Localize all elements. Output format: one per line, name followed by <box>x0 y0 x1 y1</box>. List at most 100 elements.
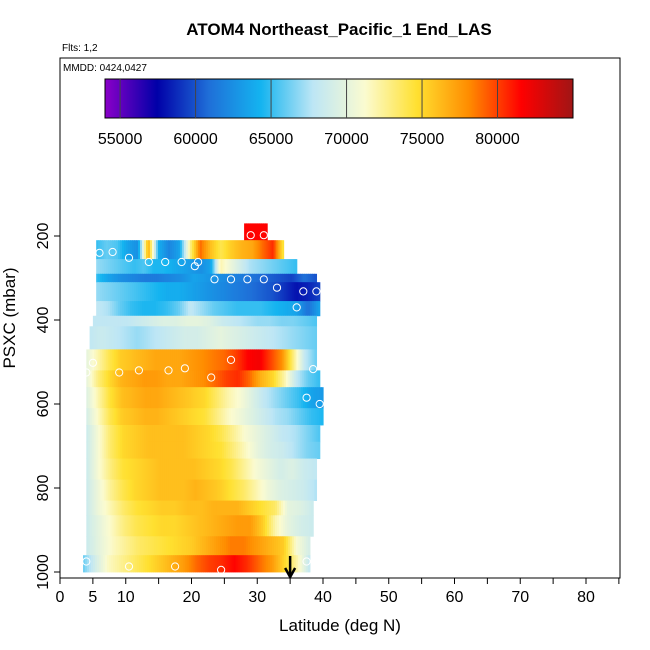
heatmap-cell <box>273 301 277 317</box>
heatmap-cell <box>278 479 281 501</box>
heatmap-cell <box>120 441 123 459</box>
heatmap-cell <box>112 387 115 409</box>
heatmap-cell <box>146 370 149 388</box>
heatmap-cell <box>115 326 119 350</box>
heatmap-cell <box>207 425 211 443</box>
heatmap-cell <box>220 408 224 426</box>
observation-point <box>144 257 153 267</box>
heatmap-cell <box>116 370 119 388</box>
heatmap-cell <box>196 315 200 327</box>
heatmap-cell <box>200 326 203 350</box>
heatmap-cell <box>132 536 135 556</box>
heatmap-cell <box>298 408 302 426</box>
heatmap-cell <box>268 515 272 537</box>
heatmap-cell <box>128 273 131 283</box>
heatmap-cell <box>86 479 89 501</box>
heatmap-cell <box>123 326 127 350</box>
heatmap-cell <box>200 441 203 459</box>
heatmap-cell <box>189 555 193 573</box>
heatmap-cell <box>280 259 284 275</box>
heatmap-cell <box>153 555 156 573</box>
heatmap-cell <box>251 555 255 573</box>
heatmap-cell <box>110 315 114 327</box>
heatmap-cell <box>152 458 155 480</box>
heatmap-cell <box>100 408 103 426</box>
heatmap-cell <box>235 555 239 573</box>
heatmap-cell <box>140 425 143 443</box>
heatmap-cell <box>168 536 171 556</box>
heatmap-cell <box>286 273 289 283</box>
observation-point <box>82 557 91 566</box>
heatmap-cell <box>186 408 190 426</box>
heatmap-cell <box>86 500 89 516</box>
heatmap-cell <box>299 555 303 573</box>
heatmap-cell <box>225 301 229 317</box>
observation-point <box>82 368 91 377</box>
heatmap-cell <box>192 458 195 480</box>
heatmap-cell <box>248 387 252 409</box>
heatmap-cell <box>295 282 299 302</box>
heatmap-cell <box>146 479 149 501</box>
heatmap-cell <box>211 555 215 573</box>
heatmap-cell <box>270 387 274 409</box>
heatmap-cell <box>162 441 165 459</box>
heatmap-cell <box>234 273 237 283</box>
heatmap-cell <box>146 515 150 537</box>
heatmap-cell <box>213 425 217 443</box>
heatmap-cell <box>231 301 235 317</box>
heatmap-cell <box>292 387 296 409</box>
heatmap-cell <box>224 515 228 537</box>
heatmap-cell <box>168 370 171 388</box>
heatmap-cell <box>273 441 277 459</box>
heatmap-cell <box>200 349 203 371</box>
heatmap-cell <box>140 273 143 283</box>
x-tick-label: 5 <box>88 589 97 606</box>
heatmap-cell <box>144 259 147 275</box>
heatmap-cell <box>227 370 231 388</box>
heatmap-cell <box>98 425 101 443</box>
heatmap-cell <box>279 515 282 537</box>
heatmap-cell <box>308 326 312 350</box>
heatmap-cell <box>116 259 119 275</box>
heatmap-cell <box>174 349 177 371</box>
heatmap-cell <box>208 315 212 327</box>
heatmap-cell <box>297 370 301 388</box>
heatmap-cell <box>174 479 177 501</box>
heatmap-cell <box>263 536 267 556</box>
observation-point <box>210 275 219 284</box>
heatmap-cell <box>126 515 130 537</box>
heatmap-cell <box>192 515 196 537</box>
heatmap-cell <box>257 555 261 573</box>
heatmap-cell <box>198 387 202 409</box>
heatmap-cell <box>136 387 140 409</box>
heatmap-cell <box>214 479 217 501</box>
heatmap-cell <box>290 349 294 371</box>
heatmap-cell <box>218 349 221 371</box>
heatmap-cell <box>240 458 243 480</box>
heatmap-cell <box>118 408 121 426</box>
observation-point <box>177 257 186 267</box>
heatmap-cell <box>94 370 97 388</box>
heatmap-cell <box>86 425 89 443</box>
heatmap-cell <box>180 515 184 537</box>
heatmap-cell <box>96 349 99 371</box>
heatmap-cell <box>184 441 187 459</box>
heatmap-cell <box>304 315 308 327</box>
heatmap-cell <box>285 515 288 537</box>
heatmap-cell <box>216 515 220 537</box>
heatmap-cell <box>198 425 201 443</box>
heatmap-cell <box>296 408 300 426</box>
heatmap-cell <box>300 408 304 426</box>
heatmap-cell <box>172 259 175 275</box>
heatmap-cell <box>175 326 179 350</box>
heatmap-cell <box>216 458 219 480</box>
heatmap-cell <box>256 408 260 426</box>
heatmap-cell <box>281 370 285 388</box>
heatmap-cell <box>186 259 190 275</box>
heatmap-cell <box>249 425 253 443</box>
heatmap-cell <box>291 282 295 302</box>
heatmap-cell <box>226 479 229 501</box>
heatmap-cell <box>185 326 189 350</box>
heatmap-cell <box>172 515 176 537</box>
heatmap-cell <box>176 301 179 317</box>
